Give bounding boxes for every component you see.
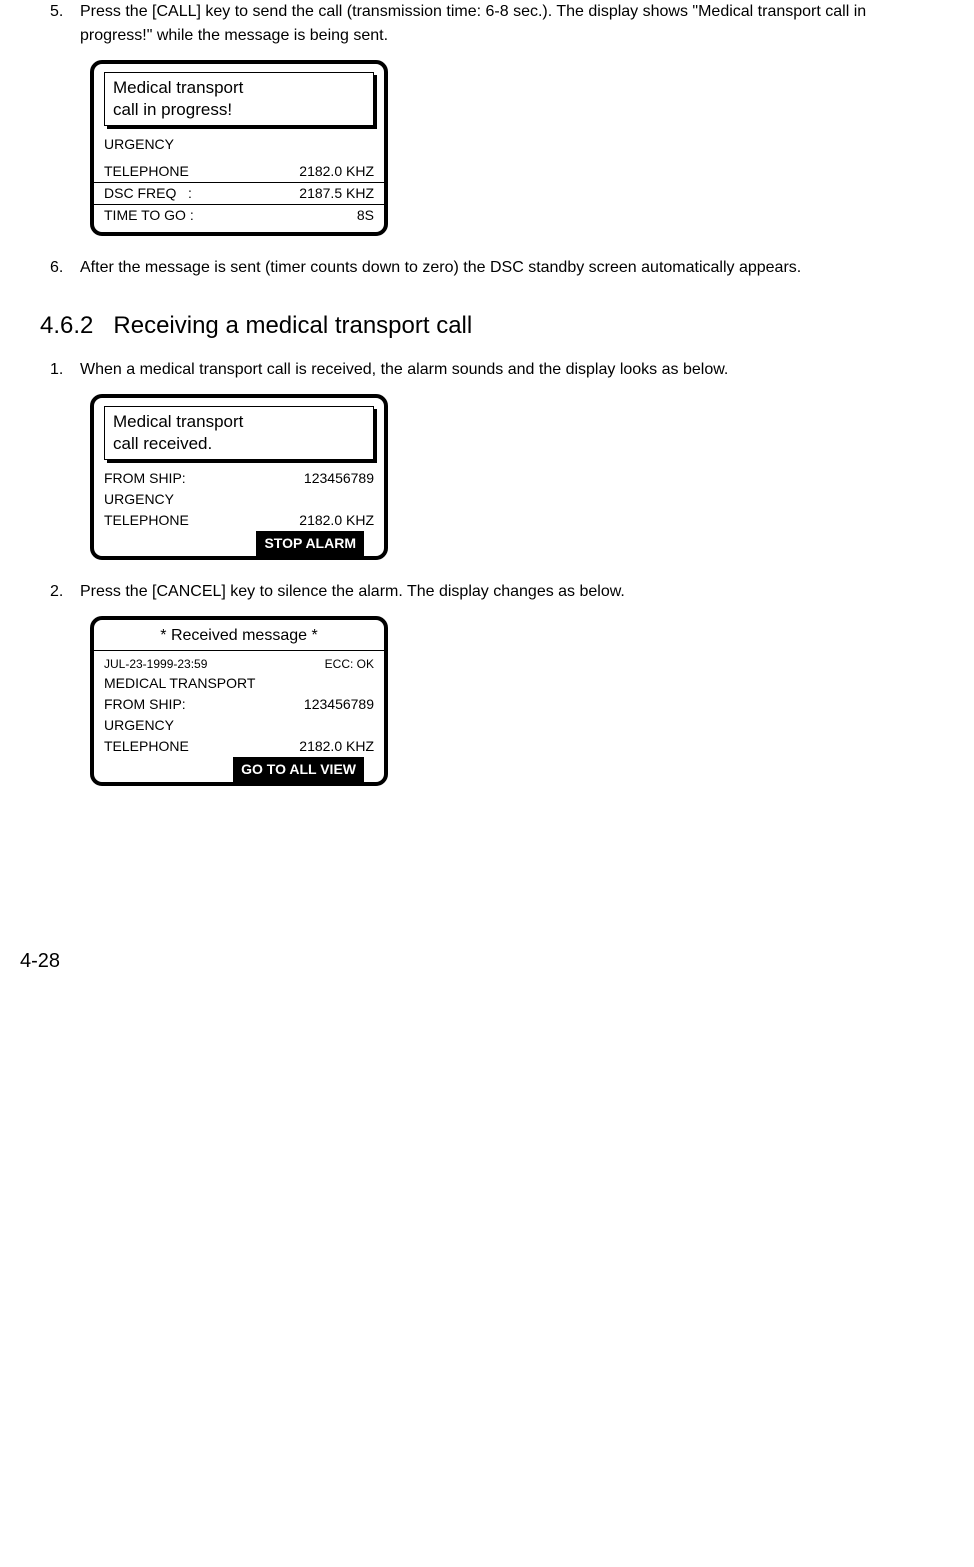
step-5-text: Press the [CALL] key to send the call (t…	[80, 0, 934, 48]
row-value: 2187.5 KHZ	[299, 183, 374, 204]
display-2-banner-wrap: Medical transport call received.	[104, 406, 374, 460]
display-1-row-telephone: TELEPHONE 2182.0 KHZ	[104, 161, 374, 182]
row-label: FROM SHIP:	[104, 694, 186, 715]
trail	[364, 757, 384, 782]
step-1-text: When a medical transport call is receive…	[80, 358, 934, 382]
display-1-row-dscfreq: DSC FREQ : 2187.5 KHZ	[104, 183, 374, 204]
step-1-num: 1.	[50, 358, 80, 382]
row-value: 2182.0 KHZ	[299, 510, 374, 531]
row-label: TELEPHONE	[104, 510, 189, 531]
step-5: 5. Press the [CALL] key to send the call…	[50, 0, 934, 48]
page-number: 4-28	[20, 946, 934, 976]
display-call-in-progress: Medical transport call in progress! URGE…	[90, 60, 388, 236]
row-label: TIME TO GO :	[104, 205, 194, 226]
row-value: 123456789	[304, 468, 374, 489]
display-2-banner-line1: Medical transport	[113, 411, 365, 433]
section-title: Receiving a medical transport call	[113, 312, 472, 339]
row-label: JUL-23-1999-23:59	[104, 655, 207, 673]
step-1: 1. When a medical transport call is rece…	[50, 358, 934, 382]
display-1-banner-line1: Medical transport	[113, 77, 365, 99]
trail	[364, 531, 384, 556]
go-to-all-view-button[interactable]: GO TO ALL VIEW	[233, 757, 364, 782]
row-value: 8S	[357, 205, 374, 226]
step-2-num: 2.	[50, 580, 80, 604]
display-3-row-fromship: FROM SHIP: 123456789	[104, 694, 374, 715]
display-received-message: * Received message * JUL-23-1999-23:59 E…	[90, 616, 388, 786]
step-2-text: Press the [CANCEL] key to silence the al…	[80, 580, 934, 604]
display-3-row-medtransport: MEDICAL TRANSPORT	[104, 673, 374, 694]
row-value: 2182.0 KHZ	[299, 161, 374, 182]
display-1-row-timetogo: TIME TO GO : 8S	[104, 205, 374, 226]
display-2-banner: Medical transport call received.	[104, 406, 374, 460]
display-1-row-urgency: URGENCY	[104, 134, 374, 155]
display-call-received: Medical transport call received. FROM SH…	[90, 394, 388, 560]
step-6-num: 6.	[50, 256, 80, 280]
spacer	[94, 757, 233, 782]
display-2-row-fromship: FROM SHIP: 123456789	[104, 468, 374, 489]
row-value: 2182.0 KHZ	[299, 736, 374, 757]
row-value: 123456789	[304, 694, 374, 715]
section-number: 4.6.2	[40, 308, 93, 344]
row-label: DSC FREQ :	[104, 183, 192, 204]
display-2-row-urgency: URGENCY	[104, 489, 374, 510]
row-label: FROM SHIP:	[104, 468, 186, 489]
section-heading: 4.6.2 Receiving a medical transport call	[40, 308, 934, 344]
display-3-title: * Received message *	[94, 620, 384, 651]
row-label: URGENCY	[104, 715, 174, 736]
display-2-banner-line2: call received.	[113, 433, 365, 455]
step-5-num: 5.	[50, 0, 80, 48]
row-label: MEDICAL TRANSPORT	[104, 673, 255, 694]
spacer	[94, 531, 256, 556]
row-label: URGENCY	[104, 489, 174, 510]
display-1-banner: Medical transport call in progress!	[104, 72, 374, 126]
display-3-row-datetime: JUL-23-1999-23:59 ECC: OK	[104, 655, 374, 673]
display-1-banner-line2: call in progress!	[113, 99, 365, 121]
row-label: TELEPHONE	[104, 161, 189, 182]
display-3-inner: * Received message * JUL-23-1999-23:59 E…	[94, 620, 384, 782]
display-3-row-urgency: URGENCY	[104, 715, 374, 736]
step-6: 6. After the message is sent (timer coun…	[50, 256, 934, 280]
step-6-text: After the message is sent (timer counts …	[80, 256, 934, 280]
display-3-bottom-row: GO TO ALL VIEW	[94, 757, 384, 782]
stop-alarm-button[interactable]: STOP ALARM	[256, 531, 364, 556]
display-2-bottom-row: STOP ALARM	[94, 531, 384, 556]
display-1-banner-wrap: Medical transport call in progress!	[104, 72, 374, 126]
display-2-inner: Medical transport call received. FROM SH…	[94, 398, 384, 556]
row-value: ECC: OK	[325, 655, 374, 673]
display-1-inner: Medical transport call in progress! URGE…	[94, 64, 384, 232]
row-label: URGENCY	[104, 134, 174, 155]
step-2: 2. Press the [CANCEL] key to silence the…	[50, 580, 934, 604]
display-3-row-telephone: TELEPHONE 2182.0 KHZ	[104, 736, 374, 757]
row-label: TELEPHONE	[104, 736, 189, 757]
display-2-row-telephone: TELEPHONE 2182.0 KHZ	[104, 510, 374, 531]
